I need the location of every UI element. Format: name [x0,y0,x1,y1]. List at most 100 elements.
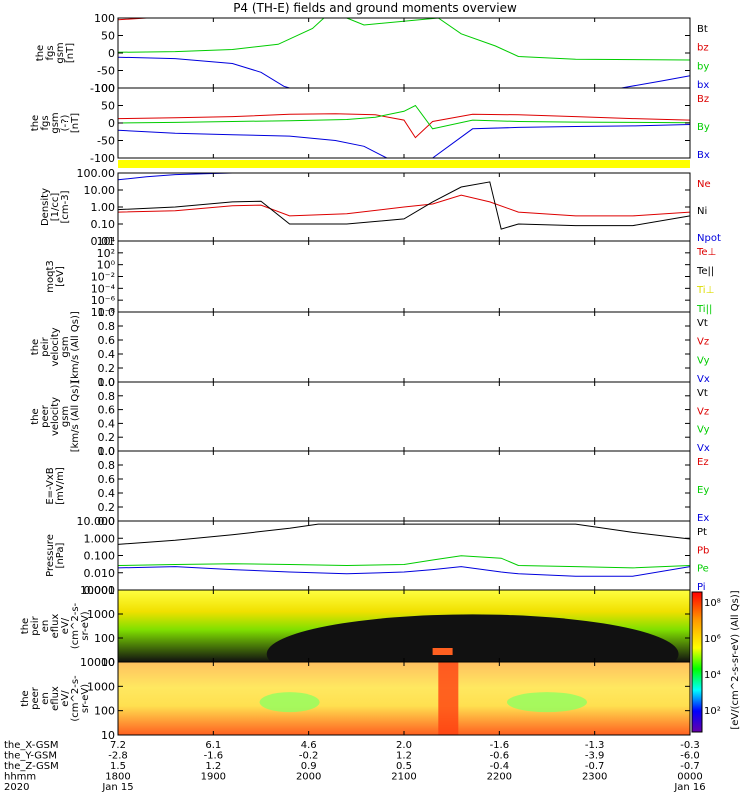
y-tick-label: 10⁰ [97,259,116,272]
x-axis-tick-value: -1.3 [585,740,605,751]
legend-label-fgs_gse: Bx [697,150,710,161]
y-tick-label: 1.00 [91,201,116,214]
legend-label-peir_velocity: Vx [697,374,710,385]
y-tick-label: 10.00 [84,184,116,197]
colorbar [691,591,703,733]
y-tick-label: 0.2 [98,431,116,444]
y-axis-label: peir [40,336,51,356]
series-line-pressure-Pe [117,555,691,569]
x-axis-tick-value: -1.6 [490,740,510,751]
y-axis-label: en [40,620,51,633]
heatmap-hot-spot [432,648,453,655]
x-axis-row-label: hhmm [4,772,36,783]
y-axis-label: moqt3 [45,260,56,293]
y-tick-label: 10⁻² [91,271,115,284]
y-tick-label: 0.0 [98,445,116,458]
y-tick-label: 1.000 [84,532,116,545]
y-axis-label: the [35,45,46,61]
y-tick-label: 0.0 [98,515,116,528]
y-axis-label: E=-VxB [45,467,56,504]
x-axis-row-label: 2020 [4,782,29,793]
legend-label-temperature: Ti|| [696,304,712,315]
x-axis-tick-value: Jan 15 [101,782,133,793]
y-tick-label: 10⁻⁴ [91,282,116,295]
x-axis-row-label: the_Z-GSM [4,761,59,772]
y-axis-label: eflux [50,686,61,711]
legend-label-temperature: Te|| [696,266,714,277]
x-axis-tick-value: -0.2 [299,751,319,762]
legend-label-peer_velocity: Vy [697,425,710,436]
y-tick-label: 0.4 [98,487,116,500]
legend-label-peir_velocity: Vy [697,355,710,366]
y-axis-label: gsm [60,336,71,357]
x-axis-tick-value: 6.1 [205,740,221,751]
x-axis-tick-value: -0.7 [680,761,700,772]
series-line-fgs_gse-Bz [117,113,691,139]
x-axis-tick-value: 2100 [391,772,416,783]
colorbar-tick-label: 10⁶ [704,634,721,645]
panel-frame-pressure [117,520,691,591]
y-axis-label: the [30,339,41,355]
y-axis-label: [km/s (All Qs)] [70,381,81,453]
colorbar-label: [eV/(cm^2-s-sr-eV) (All Qs)] [730,590,741,729]
legend-label-fgs_gse: Bz [697,94,709,105]
y-tick-label: 0.8 [98,390,116,403]
x-axis-tick-value: -0.7 [585,761,605,772]
x-axis-tick-value: 2300 [582,772,607,783]
y-axis-label: eflux [50,614,61,639]
y-tick-label: 1.0 [98,445,116,458]
y-axis-label: the [20,690,31,706]
y-axis-label: sr-eV) [80,684,91,713]
y-tick-label: 0.6 [98,473,116,486]
y-tick-label: 100 [94,705,115,718]
colorbar-tick-label: 10² [704,706,721,717]
y-axis-label: [eV] [55,266,66,287]
legend-label-peer_velocity: Vt [697,388,708,399]
y-axis-label: (cm^2-s- [70,675,81,722]
x-axis-tick-value: 7.2 [110,740,126,751]
y-axis-label: [nT] [70,113,81,133]
y-tick-label: 10 [101,729,115,742]
y-tick-label: 100.00 [77,167,116,180]
y-tick-label: 0.4 [98,417,116,430]
y-tick-label: 100 [94,82,115,95]
y-tick-label: 10000 [80,656,115,669]
legend-label-peir_velocity: Vz [697,337,709,348]
y-tick-label: 0.8 [98,459,116,472]
y-axis-label: eV/ [60,690,71,707]
x-axis-tick-value: -2.8 [108,751,128,762]
y-tick-label: 10⁴ [97,235,116,248]
y-tick-label: 0 [108,117,115,130]
y-tick-label: 0.0 [98,376,116,389]
x-axis-tick-value: -0.4 [490,761,510,772]
y-tick-label: 1000 [87,680,115,693]
panel-frame-efield [117,450,691,522]
y-axis-label: velocity [50,397,61,436]
series-line-pressure-Pi [117,566,691,577]
y-tick-label: 10⁻⁸ [91,306,116,319]
y-axis-label: the [30,408,41,424]
y-tick-label: 0.6 [98,334,116,347]
y-tick-label: 0.010 [84,567,116,580]
panel-frame-temperature [117,240,691,313]
y-axis-label: [km/s (All Qs)] [70,311,81,383]
x-axis-tick-value: 1800 [105,772,130,783]
legend-label-density: Ni [697,206,707,217]
y-axis-label: velocity [50,327,61,366]
x-axis-row-label: the_Y-GSM [4,751,57,762]
y-tick-label: 0.2 [98,362,116,375]
y-axis-label: Density [40,188,51,226]
y-tick-label: 10⁻⁶ [91,294,116,307]
y-axis-label: eV/ [60,617,71,634]
y-tick-label: 100 [94,632,115,645]
y-axis-label: [cm-3] [60,190,71,223]
legend-label-fgs: Bt [697,24,708,35]
y-axis-label: gsm [50,112,61,133]
legend-label-pressure: Pt [697,527,707,538]
legend-label-density: Ne [697,179,711,190]
y-tick-label: 50 [101,30,115,43]
x-axis-tick-value: 4.6 [301,740,317,751]
y-tick-label: 1.0 [98,376,116,389]
y-axis-label: peir [30,615,41,635]
